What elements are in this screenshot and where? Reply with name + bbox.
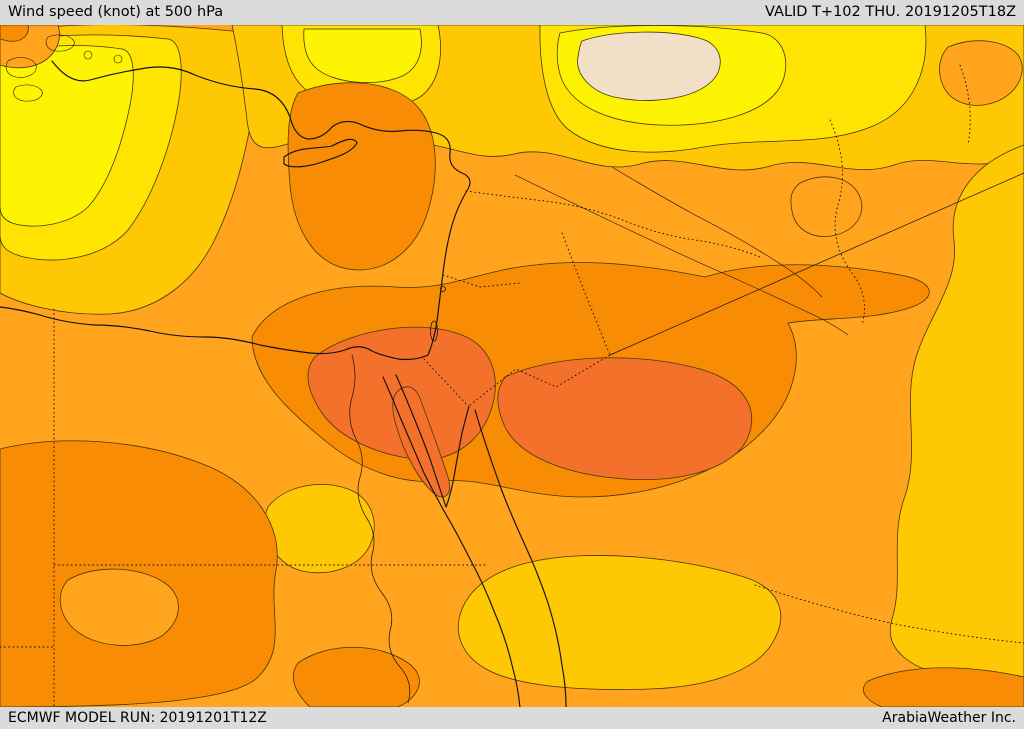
- island-aegean-3: [13, 84, 43, 102]
- island-rhodes: [113, 54, 123, 64]
- river-euphrates: [514, 174, 849, 336]
- valid-time-label: VALID T+102 THU. 20191205T18Z: [765, 4, 1016, 20]
- border-turkey-iran: [959, 64, 971, 146]
- coastline-egypt-red-sea: [382, 376, 521, 707]
- footer-bar: ECMWF MODEL RUN: 20191201T12Z ArabiaWeat…: [0, 707, 1024, 729]
- coastline-saudi-red-sea: [474, 409, 567, 707]
- river-tigris: [611, 166, 823, 298]
- wind-speed-bands: [0, 25, 1024, 707]
- border-iraq-saudi: [609, 172, 1024, 356]
- lake-galilee: [440, 286, 446, 292]
- band-bright-yellow-top-left: [0, 45, 134, 227]
- page-title: Wind speed (knot) at 500 hPa: [8, 4, 224, 20]
- band-dark-orange-top-left-corner: [0, 25, 29, 42]
- band-red-orange-gulf-suez: [392, 386, 451, 498]
- band-orange-patch-northeast: [790, 176, 863, 237]
- band-dark-orange-cyprus: [287, 82, 436, 271]
- border-saudi-internal: [754, 584, 1024, 644]
- model-run-label: ECMWF MODEL RUN: 20191201T12Z: [8, 710, 267, 726]
- coastline-turkey-levant-africa: [0, 60, 471, 361]
- island-aegean-4: [83, 50, 93, 60]
- rivers: [349, 166, 849, 704]
- band-gold-south: [457, 555, 782, 690]
- band-orange-hole-bottom-left: [60, 568, 179, 646]
- coastlines: [0, 34, 567, 707]
- band-dark-orange-bottom-right: [863, 667, 1024, 707]
- border-jordan-saudi: [469, 354, 611, 406]
- wind-speed-map: [0, 25, 1024, 707]
- coastline-sinai-peninsula: [395, 374, 470, 508]
- band-red-orange-saudi: [497, 357, 753, 480]
- lake-dead-sea: [430, 320, 438, 342]
- header-bar: Wind speed (knot) at 500 hPa VALID T+102…: [0, 0, 1024, 25]
- island-aegean-1: [5, 57, 37, 78]
- country-borders: [0, 64, 1024, 707]
- band-bright-yellow-top-mid: [303, 28, 422, 83]
- map-canvas: [0, 25, 1024, 707]
- border-jordan-syria: [442, 274, 521, 288]
- band-cream-core: [577, 31, 721, 101]
- river-nile: [349, 354, 411, 704]
- border-turkey-syria: [465, 190, 761, 258]
- border-syria-iraq: [561, 232, 611, 356]
- island-aegean-2: [45, 34, 75, 52]
- band-orange-patch-ne-corner: [939, 40, 1023, 106]
- brand-label: ArabiaWeather Inc.: [882, 710, 1016, 726]
- island-cyprus: [283, 138, 358, 168]
- band-dark-orange-bottom-mid: [292, 646, 420, 707]
- band-gold-west-redsea: [264, 484, 375, 574]
